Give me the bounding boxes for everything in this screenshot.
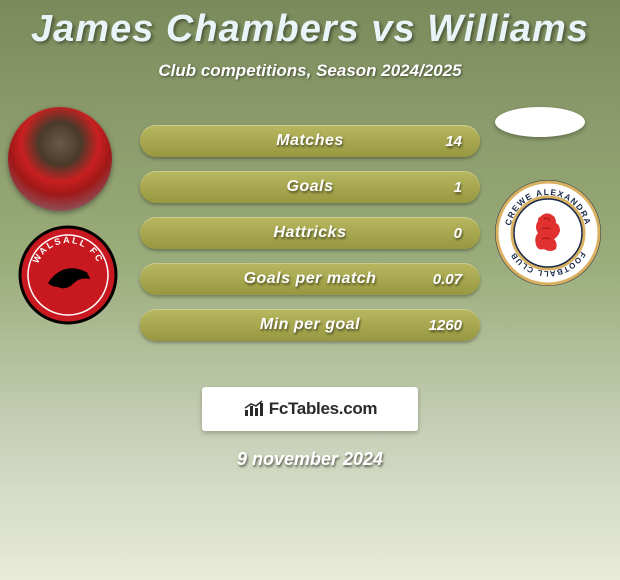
- bar-chart-icon: [243, 400, 265, 418]
- stat-row-goals: Goals 1: [140, 171, 480, 203]
- club-left-logo: WALSALL FC: [18, 225, 118, 325]
- branding-badge: FcTables.com: [202, 387, 418, 431]
- comparison-panel: WALSALL FC CREWE ALEXANDRA FOOTBALL CLUB…: [0, 111, 620, 371]
- comparison-date: 9 november 2024: [0, 449, 620, 470]
- stat-value-right: 0.07: [433, 271, 462, 288]
- club-right-logo: CREWE ALEXANDRA FOOTBALL CLUB: [494, 179, 602, 287]
- stat-label: Matches: [276, 132, 344, 150]
- stat-value-right: 0: [454, 225, 462, 242]
- stat-value-right: 14: [445, 133, 462, 150]
- stat-value-right: 1: [454, 179, 462, 196]
- stats-list: Matches 14 Goals 1 Hattricks 0 Goals per…: [140, 125, 480, 355]
- comparison-title: James Chambers vs Williams: [0, 0, 620, 51]
- stat-row-goals-per-match: Goals per match 0.07: [140, 263, 480, 295]
- stat-row-hattricks: Hattricks 0: [140, 217, 480, 249]
- stat-label: Hattricks: [274, 224, 347, 242]
- comparison-subtitle: Club competitions, Season 2024/2025: [0, 61, 620, 81]
- player-right-avatar: [495, 107, 585, 137]
- stat-row-matches: Matches 14: [140, 125, 480, 157]
- player-left-avatar: [8, 107, 112, 211]
- stat-label: Goals: [287, 178, 334, 196]
- stat-label: Goals per match: [244, 270, 377, 288]
- stat-label: Min per goal: [260, 316, 360, 334]
- stat-value-right: 1260: [429, 317, 462, 334]
- stat-row-min-per-goal: Min per goal 1260: [140, 309, 480, 341]
- branding-text: FcTables.com: [269, 399, 378, 419]
